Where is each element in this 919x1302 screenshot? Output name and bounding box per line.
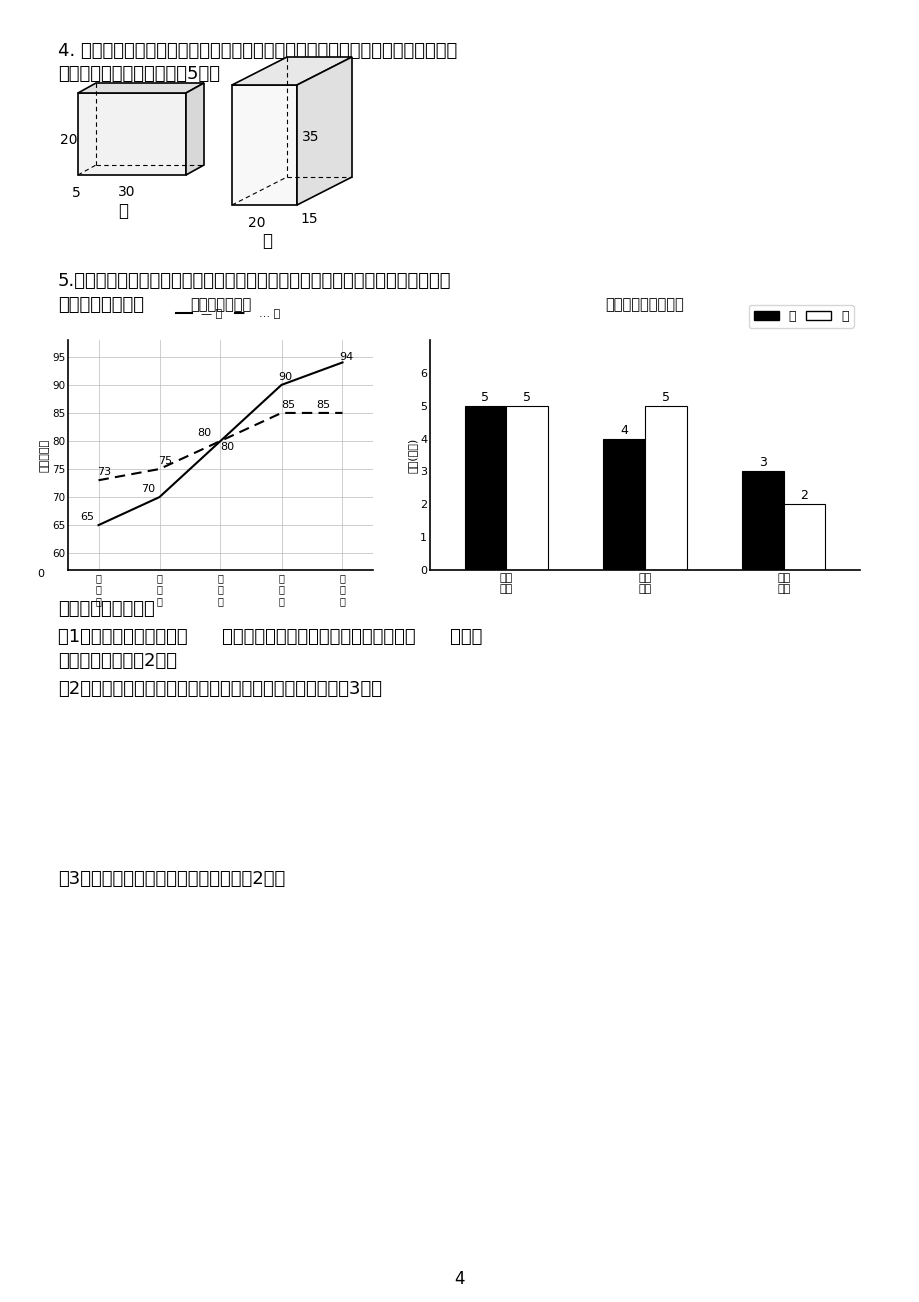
Text: （2）甲、乙反思的时间各占他们学习总时间的几分之几？（3分）: （2）甲、乙反思的时间各占他们学习总时间的几分之几？（3分） [58,680,381,698]
Text: 5: 5 [661,391,669,404]
Polygon shape [78,83,204,92]
Y-axis label: 成绩（分）: 成绩（分） [40,439,49,471]
Text: 20: 20 [248,216,266,230]
Text: 5.下面两个统计图反映的是甲、乙两位同学期末复习阶段数学自测成绩和在家学习: 5.下面两个统计图反映的是甲、乙两位同学期末复习阶段数学自测成绩和在家学习 [58,272,451,290]
Text: 4: 4 [619,423,628,436]
Bar [464,406,505,570]
Legend: — 甲, … 乙: — 甲, … 乙 [171,305,285,323]
Text: 0: 0 [38,569,44,579]
Text: 甲: 甲 [118,202,128,220]
Bar [742,471,783,570]
Text: 65: 65 [80,513,95,522]
Legend: 甲, 乙: 甲, 乙 [748,305,853,328]
Text: 94: 94 [339,353,354,362]
Text: 5: 5 [72,186,81,201]
Bar [603,439,644,570]
Polygon shape [78,92,186,174]
Text: 70: 70 [142,484,155,495]
Text: 80: 80 [197,428,210,439]
Text: 看图回答以下问题：: 看图回答以下问题： [58,600,154,618]
Text: 5: 5 [481,391,489,404]
Title: 自测成绩统计图: 自测成绩统计图 [189,297,251,312]
Text: 时间的分配情况。: 时间的分配情况。 [58,296,144,314]
Text: 4. 在甲容器中装满水，若将这些水倒入乙容器，能倒满吗？如果倒不满，水深为多: 4. 在甲容器中装满水，若将这些水倒入乙容器，能倒满吗？如果倒不满，水深为多 [58,42,457,60]
Polygon shape [186,83,204,174]
Bar [644,406,686,570]
Text: 5: 5 [523,391,530,404]
Text: 20: 20 [60,133,77,147]
Text: 73: 73 [96,467,111,478]
Text: 35: 35 [301,130,319,145]
Text: 80: 80 [221,443,234,452]
Text: 30: 30 [118,185,135,199]
Polygon shape [297,57,352,204]
Text: 少厘米？（单位：厘米）（5分）: 少厘米？（单位：厘米）（5分） [58,65,220,83]
Title: 学习时间分配统计图: 学习时间分配统计图 [605,297,684,312]
Text: 3: 3 [758,457,766,470]
Polygon shape [232,85,297,204]
Bar [505,406,548,570]
Text: 乙: 乙 [262,232,272,250]
Text: 90: 90 [278,372,292,381]
Text: 2: 2 [800,490,808,503]
Bar [783,504,824,570]
Text: （3）你喜欢谁的学习方式？为什么？（2分）: （3）你喜欢谁的学习方式？为什么？（2分） [58,870,285,888]
Text: 15: 15 [300,212,317,227]
Text: （1）从折线统计图看出（      ）的成绩提高得快。从条形统计图看出（      ）的反: （1）从折线统计图看出（ ）的成绩提高得快。从条形统计图看出（ ）的反 [58,628,482,646]
Text: 4: 4 [454,1269,465,1288]
Polygon shape [232,57,352,85]
Text: 85: 85 [281,400,295,410]
Text: 75: 75 [158,456,172,466]
Text: 思时间少一些。（2分）: 思时间少一些。（2分） [58,652,176,671]
Y-axis label: 时间(小时): 时间(小时) [407,437,417,473]
Text: 85: 85 [315,400,330,410]
